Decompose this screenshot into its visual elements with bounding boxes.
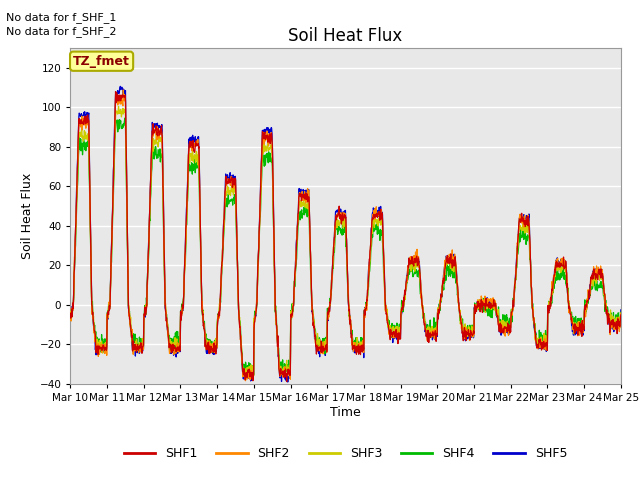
SHF1 bbox=[312, 343, 320, 348]
SHF4 bbox=[132, 341, 140, 347]
SHF1 bbox=[67, 310, 74, 316]
SHF1 bbox=[617, 312, 625, 318]
SHF3 bbox=[617, 311, 625, 316]
SHF3 bbox=[109, 196, 117, 202]
Y-axis label: Soil Heat Flux: Soil Heat Flux bbox=[21, 173, 34, 259]
SHF3 bbox=[67, 309, 74, 314]
SHF2 bbox=[617, 311, 625, 316]
SHF3 bbox=[132, 338, 140, 344]
SHF1 bbox=[283, 379, 291, 384]
Line: SHF5: SHF5 bbox=[70, 86, 621, 382]
SHF2 bbox=[312, 344, 320, 349]
SHF2 bbox=[301, 189, 308, 194]
SHF2 bbox=[67, 316, 74, 322]
SHF1 bbox=[109, 191, 117, 196]
SHF4 bbox=[121, 115, 129, 121]
SHF5 bbox=[381, 271, 388, 277]
Line: SHF4: SHF4 bbox=[70, 118, 621, 375]
SHF4 bbox=[312, 338, 320, 344]
Line: SHF2: SHF2 bbox=[70, 90, 621, 381]
SHF4 bbox=[381, 277, 388, 283]
SHF5 bbox=[301, 188, 308, 193]
SHF1 bbox=[301, 196, 308, 202]
SHF5 bbox=[617, 307, 625, 313]
SHF5 bbox=[284, 379, 292, 385]
Line: SHF3: SHF3 bbox=[70, 106, 621, 376]
Legend: SHF1, SHF2, SHF3, SHF4, SHF5: SHF1, SHF2, SHF3, SHF4, SHF5 bbox=[119, 443, 572, 465]
SHF5 bbox=[312, 345, 320, 350]
SHF4 bbox=[109, 199, 117, 205]
SHF5 bbox=[322, 346, 330, 352]
SHF2 bbox=[120, 87, 127, 93]
SHF4 bbox=[617, 311, 625, 317]
SHF4 bbox=[250, 372, 257, 378]
SHF1 bbox=[112, 89, 120, 95]
SHF3 bbox=[115, 103, 122, 109]
X-axis label: Time: Time bbox=[330, 406, 361, 419]
SHF5 bbox=[67, 315, 74, 321]
SHF2 bbox=[109, 193, 117, 199]
SHF2 bbox=[381, 276, 388, 282]
Text: No data for f_SHF_2: No data for f_SHF_2 bbox=[6, 26, 117, 37]
Line: SHF1: SHF1 bbox=[70, 92, 621, 382]
SHF2 bbox=[322, 346, 330, 351]
SHF5 bbox=[116, 84, 124, 89]
SHF3 bbox=[312, 338, 320, 344]
SHF5 bbox=[109, 186, 117, 192]
SHF1 bbox=[132, 344, 140, 349]
SHF4 bbox=[322, 335, 330, 340]
Text: No data for f_SHF_1: No data for f_SHF_1 bbox=[6, 12, 116, 23]
SHF3 bbox=[250, 373, 257, 379]
SHF3 bbox=[301, 204, 308, 210]
SHF4 bbox=[301, 211, 308, 217]
SHF1 bbox=[322, 343, 330, 348]
Title: Soil Heat Flux: Soil Heat Flux bbox=[289, 27, 403, 45]
SHF2 bbox=[242, 378, 250, 384]
SHF5 bbox=[132, 345, 140, 350]
SHF2 bbox=[132, 348, 140, 353]
SHF3 bbox=[381, 278, 388, 284]
Text: TZ_fmet: TZ_fmet bbox=[73, 55, 130, 68]
SHF1 bbox=[381, 268, 388, 274]
SHF3 bbox=[322, 343, 330, 349]
SHF4 bbox=[67, 313, 74, 319]
